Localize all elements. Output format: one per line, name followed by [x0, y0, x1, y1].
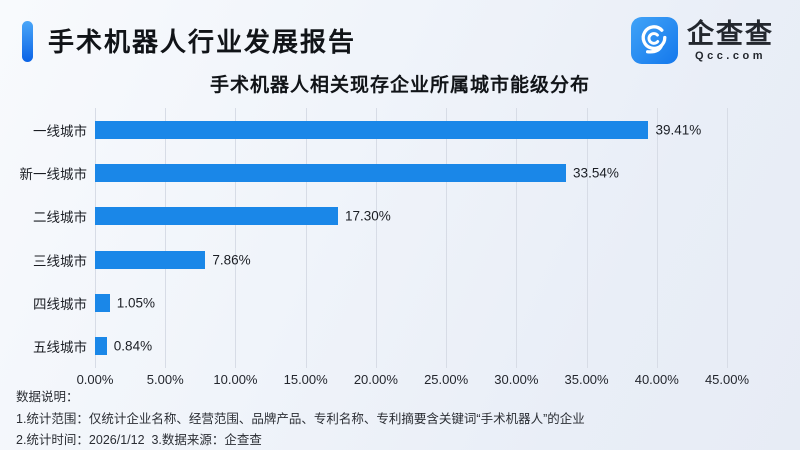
note-line-2: 2.统计时间：2026/1/12 3.数据来源：企查查: [16, 433, 262, 447]
bar-row: 五线城市 0.84%: [33, 325, 727, 368]
bar-row: 四线城市 1.05%: [33, 281, 727, 324]
qcc-logo-domain: Qcc.com: [695, 50, 766, 62]
qcc-logo-text: 企查查 Qcc.com: [687, 19, 774, 62]
bar-value-label: 17.30%: [344, 208, 391, 224]
bar-value-label: 1.05%: [116, 295, 156, 311]
x-axis: 0.00% 5.00% 10.00% 15.00% 20.00% 25.00% 30.00%…: [77, 372, 749, 390]
header: 手术机器人行业发展报告 企查查 Qcc.com: [0, 0, 800, 70]
title-accent-bar: [22, 21, 33, 62]
bar-value-label: 0.84%: [113, 338, 153, 354]
bar: [95, 293, 110, 312]
note-line-1: 1.统计范围：仅统计企业名称、经营范围、品牌产品、专利名称、专利摘要含关键词“手…: [16, 411, 585, 426]
bar-row: 新一线城市 33.54%: [20, 151, 727, 194]
x-tick-label: 35.00%: [564, 372, 609, 387]
category-label: 新一线城市: [19, 166, 88, 182]
x-tick-label: 5.00%: [146, 372, 184, 387]
x-tick-label: 25.00%: [424, 372, 469, 387]
bar-value-label: 33.54%: [573, 165, 619, 181]
x-tick-label: 30.00%: [494, 372, 539, 387]
gridline: [516, 108, 518, 368]
x-tick-label: 15.00%: [283, 372, 328, 387]
category-label: 四线城市: [33, 296, 87, 312]
chart-title: 手术机器人相关现存企业所属城市能级分布: [209, 75, 590, 96]
bar: [95, 120, 649, 139]
bar-value-label: 39.41%: [655, 122, 702, 138]
bar-chart-plot-area: 一线城市 39.41% 新一线城市 33.54% 二线城市 17.30% 三线城市 7.86%…: [20, 108, 728, 368]
data-notes: 数据说明： 1.统计范围：仅统计企业名称、经营范围、品牌产品、专利名称、专利摘要…: [16, 387, 585, 450]
gridline: [165, 108, 167, 368]
category-label: 三线城市: [33, 253, 87, 269]
qcc-logo: 企查查 Qcc.com: [631, 17, 774, 64]
category-label: 五线城市: [33, 340, 87, 356]
bar: [95, 163, 567, 182]
gridline: [95, 108, 96, 368]
x-tick-label: 40.00%: [634, 372, 679, 387]
gridline: [727, 108, 728, 368]
x-tick-label: 45.00%: [704, 372, 750, 387]
notes-heading: 数据说明：: [16, 390, 79, 404]
x-tick-label: 0.00%: [76, 372, 114, 387]
qcc-logo-name: 企查查: [687, 19, 774, 49]
report-title: 手术机器人行业发展报告: [48, 27, 357, 57]
bar-value-label: 7.86%: [212, 252, 251, 268]
gridline: [305, 108, 307, 368]
bar-row: 三线城市 7.86%: [33, 238, 727, 281]
gridline: [235, 108, 237, 368]
bar-row: 二线城市 17.30%: [33, 195, 727, 238]
bar: [95, 337, 107, 356]
qcc-magnifier-icon: [631, 17, 678, 64]
category-label: 一线城市: [33, 123, 87, 139]
gridline: [375, 108, 377, 368]
x-tick-label: 20.00%: [353, 372, 398, 387]
category-label: 二线城市: [33, 210, 87, 226]
gridline: [656, 108, 658, 368]
bar: [95, 207, 338, 226]
bar: [95, 250, 206, 269]
bar-row: 一线城市 39.41%: [33, 108, 727, 151]
x-tick-label: 10.00%: [213, 372, 258, 387]
gridline: [446, 108, 448, 368]
gridline: [586, 108, 588, 368]
